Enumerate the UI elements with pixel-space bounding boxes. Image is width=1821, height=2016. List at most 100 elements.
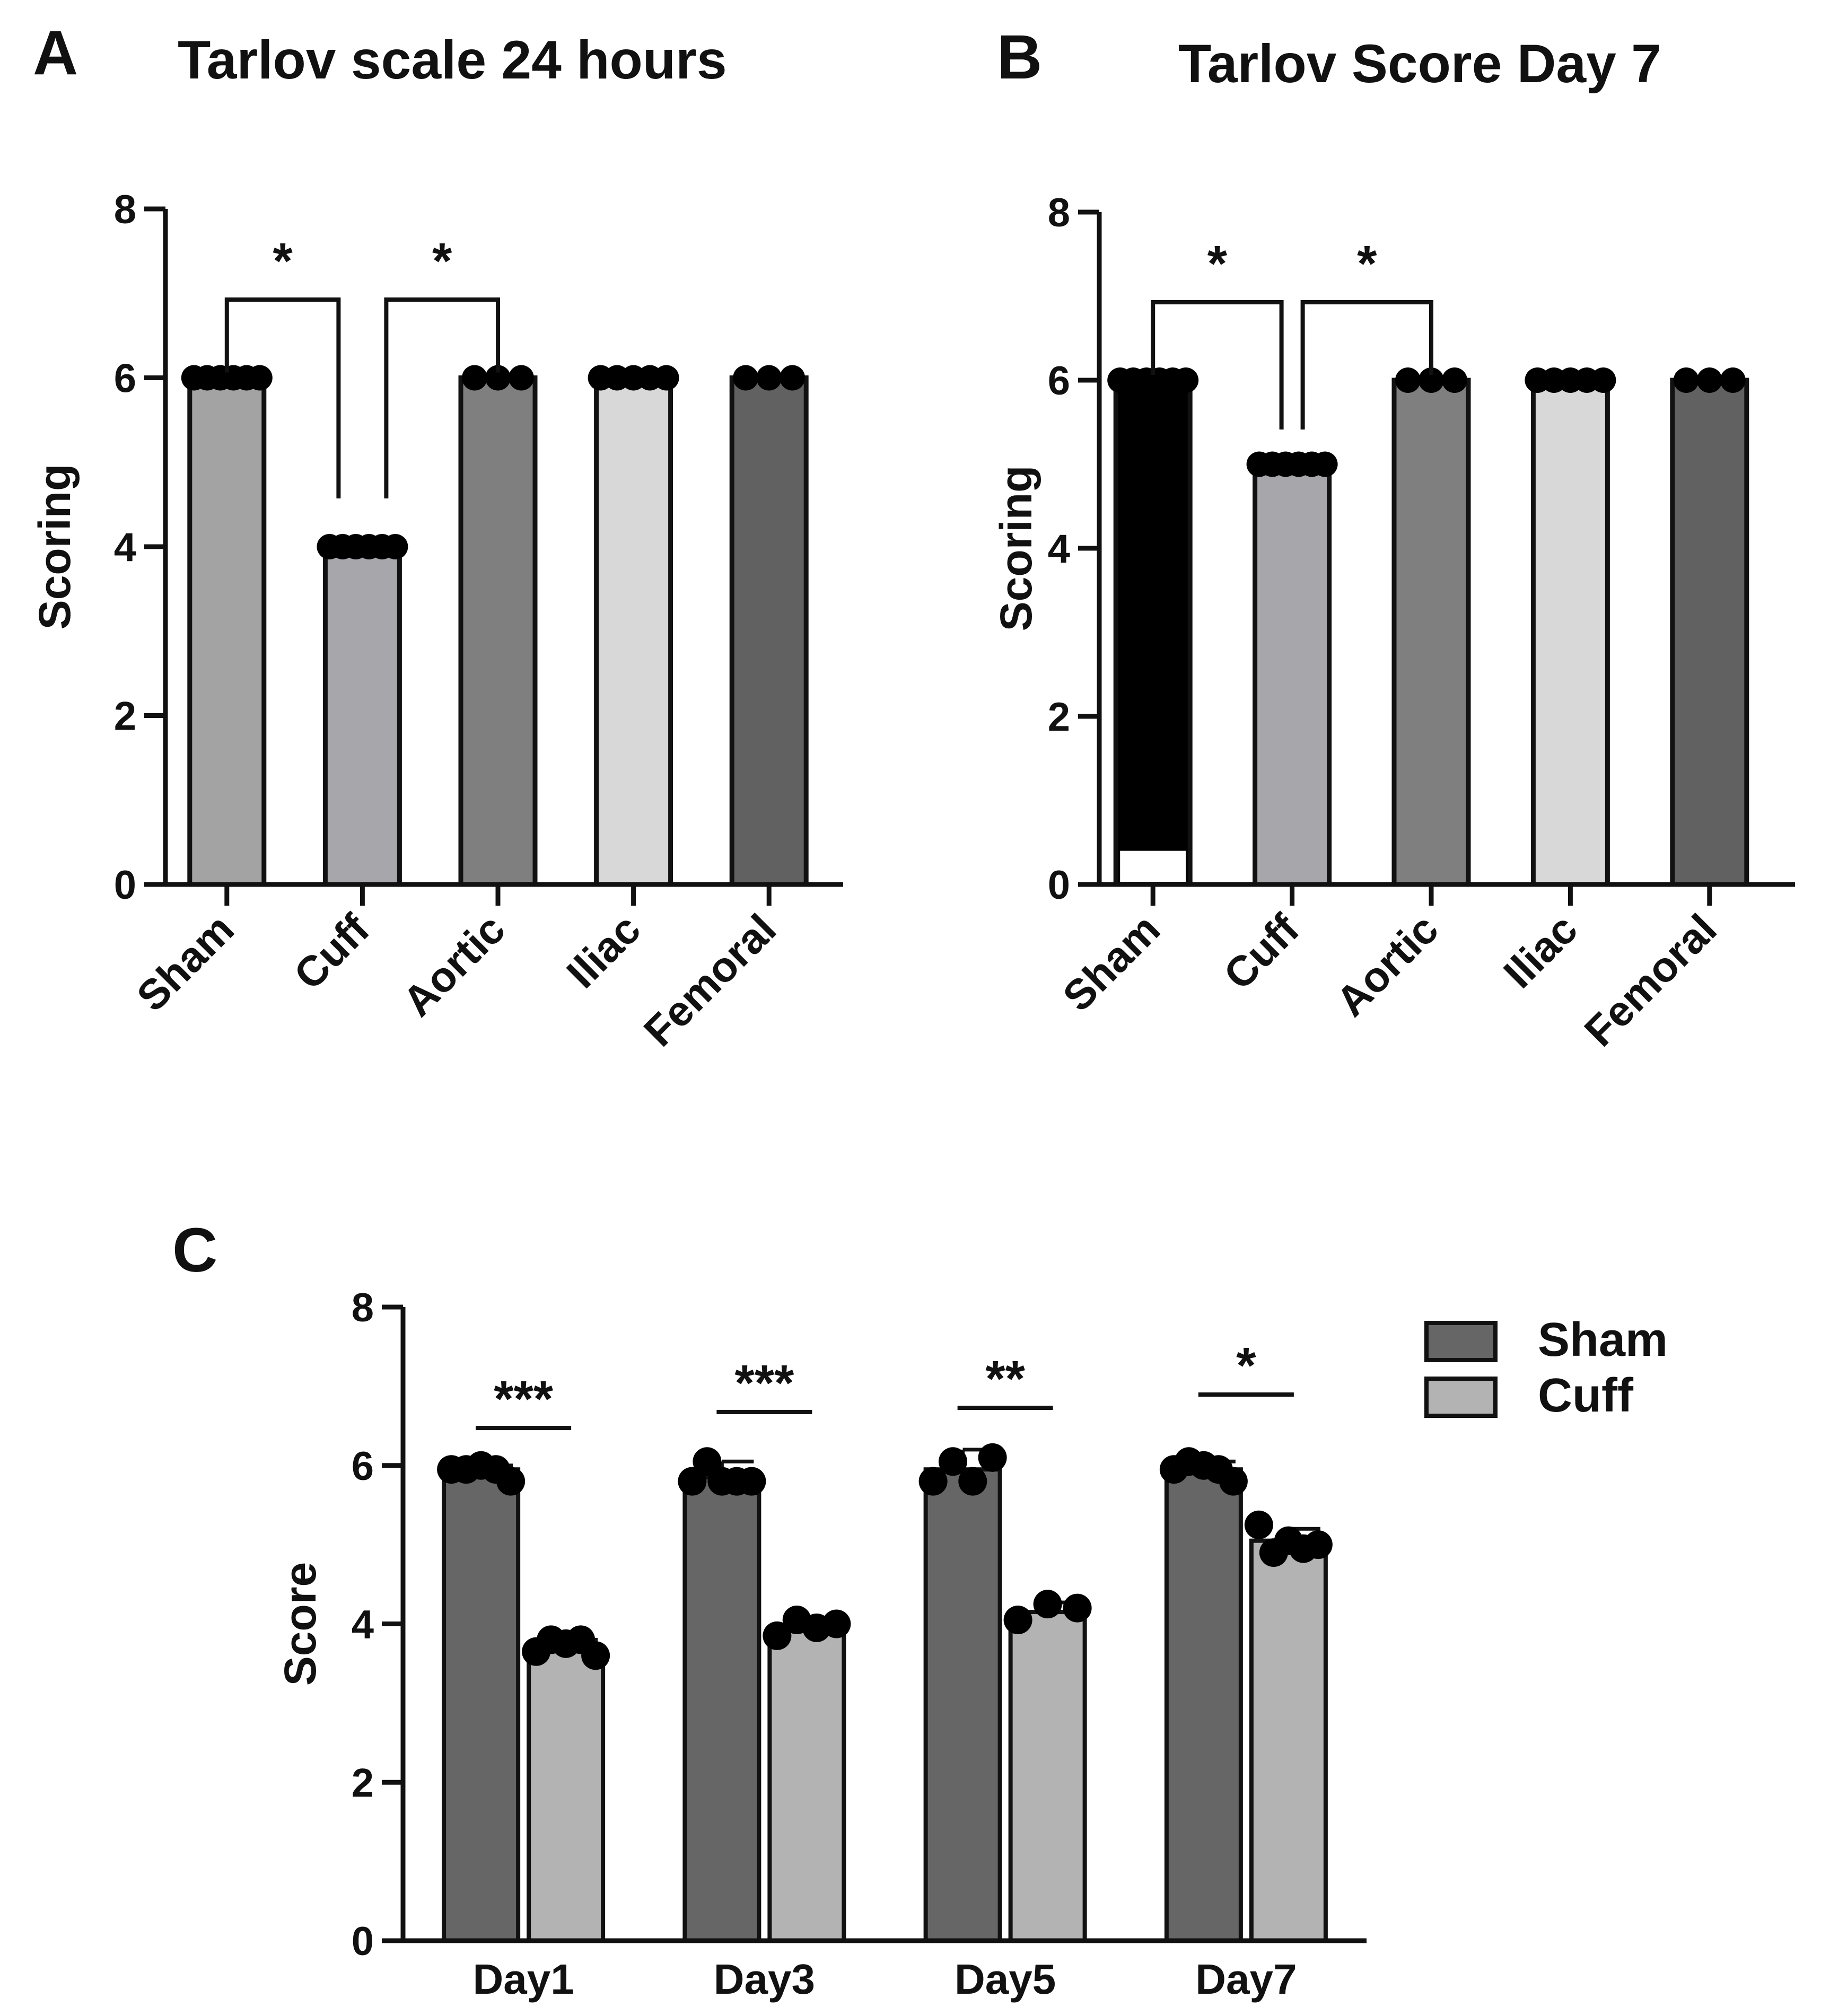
panel-c: C 0 2 4 6 8 Score Day1 *** Day3 *** Day5 ** Day7 * Sha… (172, 1215, 1668, 2003)
bar-sham-day5 (923, 1467, 1002, 1943)
y-tick-label: 6 (1048, 358, 1070, 404)
data-point (1033, 1590, 1062, 1619)
data-point (653, 365, 679, 391)
y-tick-label: 0 (1048, 863, 1070, 908)
y-tick-label: 2 (1048, 695, 1070, 740)
data-point (822, 1609, 851, 1638)
y-tick-label: 6 (114, 356, 136, 401)
data-point (958, 1467, 987, 1496)
data-point (1419, 367, 1444, 393)
data-point (978, 1443, 1007, 1472)
bar-cuff (1253, 462, 1332, 887)
significance-label: ** (985, 1351, 1025, 1407)
y-tick-label: 4 (1048, 527, 1070, 572)
y-tick-label: 0 (114, 863, 136, 908)
x-tick-label: Day3 (714, 1956, 815, 2003)
panel-c-letter: C (172, 1215, 217, 1285)
data-point (1303, 1530, 1333, 1559)
bar-sham-base-gap (1120, 851, 1186, 882)
bar-iliac (594, 375, 673, 887)
data-point (485, 365, 511, 391)
significance-label: * (432, 233, 452, 290)
legend-label-cuff: Cuff (1538, 1369, 1634, 1422)
data-point (737, 1467, 766, 1496)
y-tick-label: 2 (114, 694, 136, 739)
data-point (1003, 1606, 1032, 1635)
data-point (382, 534, 408, 559)
legend-swatch-sham (1424, 1321, 1498, 1362)
data-point (1696, 367, 1722, 393)
x-tick-label: Sham (1054, 905, 1169, 1020)
y-tick-label: 4 (352, 1602, 374, 1647)
x-tick-label: Sham (128, 905, 243, 1020)
data-point (763, 1621, 792, 1650)
data-point (1173, 367, 1199, 393)
panel-b-letter: B (997, 22, 1042, 92)
data-point (247, 365, 273, 391)
y-tick-label: 4 (114, 525, 136, 570)
bar-sham-day1 (442, 1467, 521, 1943)
data-point (1244, 1510, 1273, 1539)
significance-bracket (224, 297, 341, 498)
bar-iliac (1530, 378, 1610, 887)
data-point (693, 1447, 722, 1476)
significance-label: *** (734, 1355, 794, 1412)
data-point (780, 365, 806, 391)
data-point (1590, 367, 1616, 393)
legend-label-sham: Sham (1538, 1313, 1668, 1366)
bar-sham-day3 (682, 1475, 761, 1943)
significance-label: * (1357, 235, 1377, 292)
significance-label: * (1236, 1337, 1256, 1394)
bar-aortic (1391, 378, 1471, 887)
significance-label: *** (494, 1371, 554, 1427)
bar-sham (187, 375, 267, 887)
y-tick-label: 8 (1048, 190, 1070, 235)
significance-label: * (1207, 235, 1228, 292)
y-tick-label: 8 (352, 1285, 374, 1330)
data-point (1219, 1467, 1248, 1496)
panel-b-title: Tarlov Score Day 7 (1178, 33, 1661, 94)
panel-a-letter: A (33, 18, 78, 88)
bar-cuff-day1 (527, 1645, 606, 1943)
data-point (1312, 451, 1338, 477)
significance-label: * (273, 233, 293, 290)
data-point (1673, 367, 1699, 393)
bar-sham-day7 (1164, 1467, 1243, 1943)
x-tick-label: Day5 (955, 1956, 1056, 2003)
y-tick-label: 6 (352, 1444, 374, 1489)
significance-bracket (1151, 300, 1284, 430)
data-point (1720, 367, 1746, 393)
y-axis-label: Score (275, 1562, 325, 1686)
data-point (509, 365, 534, 391)
y-tick-label: 2 (352, 1760, 374, 1805)
panel-c-plot: 0 2 4 6 8 Score Day1 *** Day3 *** Day5 ** Day7 * ShamC… (275, 1285, 1668, 2003)
x-tick-label: Iliac (1494, 905, 1586, 997)
data-point (1063, 1593, 1092, 1623)
data-point (918, 1467, 948, 1496)
legend-swatch-cuff (1424, 1377, 1498, 1418)
x-tick-label: Femoral (1575, 905, 1726, 1055)
bar-femoral (729, 375, 809, 887)
data-point (678, 1467, 707, 1496)
data-point (581, 1641, 610, 1670)
significance-bracket (384, 297, 500, 498)
bar-cuff-day5 (1008, 1610, 1087, 1943)
data-point (938, 1447, 967, 1476)
x-tick-label: Cuff (1215, 905, 1308, 998)
y-axis-label: Scoring (991, 466, 1041, 632)
x-tick-label: Aortic (394, 905, 514, 1025)
bar-cuff-day7 (1249, 1538, 1328, 1943)
bar-cuff-day3 (767, 1625, 846, 1943)
x-tick-label: Cuff (285, 905, 378, 998)
bar-femoral (1670, 378, 1749, 887)
panel-a: A Tarlov scale 24 hours 0 2 4 6 8 Scoring Sham… (30, 18, 843, 1055)
data-point (1395, 367, 1421, 393)
significance-bracket (1300, 300, 1433, 430)
bar-aortic (458, 375, 538, 887)
data-point (756, 365, 782, 391)
data-point (496, 1467, 526, 1496)
bar-cuff (322, 544, 402, 887)
